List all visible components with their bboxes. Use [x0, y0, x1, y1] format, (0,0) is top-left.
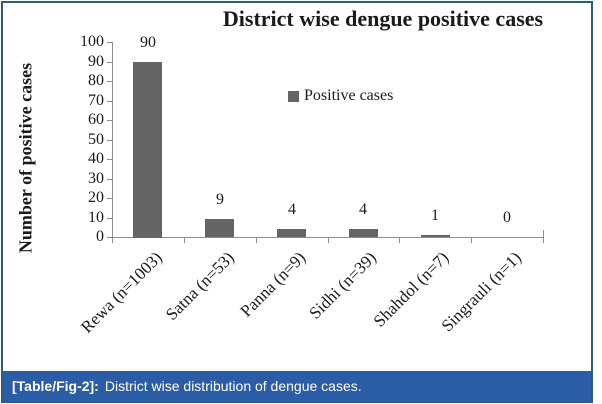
x-tick — [184, 238, 185, 243]
data-label: 4 — [288, 201, 296, 218]
y-tick — [107, 120, 112, 121]
y-tick — [107, 179, 112, 180]
bar — [349, 229, 378, 237]
x-axis-end-tick — [543, 230, 544, 237]
caption-bar: [Table/Fig-2]: District wise distribution… — [3, 371, 591, 401]
y-axis-line — [112, 42, 113, 238]
category-label: Rewa (n=1003) — [76, 248, 166, 337]
y-tick-label: 20 — [88, 189, 104, 206]
y-tick — [107, 218, 112, 219]
x-tick — [328, 238, 329, 243]
data-label: 0 — [503, 209, 511, 226]
y-tick — [107, 198, 112, 199]
x-tick — [399, 238, 400, 243]
data-label: 4 — [359, 201, 367, 218]
caption-label: [Table/Fig-2]: — [12, 378, 99, 394]
y-tick-label: 60 — [88, 111, 104, 128]
category-label: Satna (n=53) — [161, 248, 238, 324]
y-tick-label: 10 — [88, 209, 104, 226]
y-tick-label: 40 — [88, 150, 104, 167]
y-tick — [107, 140, 112, 141]
y-tick-label: 70 — [88, 92, 104, 109]
y-tick — [107, 62, 112, 63]
bar — [133, 62, 162, 238]
category-label: Sidhi (n=39) — [305, 248, 381, 323]
bar — [277, 229, 306, 237]
x-tick — [256, 238, 257, 243]
y-tick-label: 90 — [88, 53, 104, 70]
figure-frame: District wise dengue positive cases Numb… — [1, 1, 593, 403]
bar — [421, 235, 450, 237]
legend-swatch-icon — [288, 90, 299, 102]
y-tick-label: 50 — [88, 131, 104, 148]
legend: Positive cases — [288, 87, 393, 105]
data-label: 9 — [216, 191, 224, 208]
y-tick — [107, 81, 112, 82]
x-tick — [543, 238, 544, 243]
y-axis-title: Number of positive cases — [15, 62, 36, 254]
y-tick-label: 80 — [88, 72, 104, 89]
y-tick — [107, 101, 112, 102]
chart-title: District wise dengue positive cases — [222, 6, 544, 31]
y-tick — [107, 42, 112, 43]
chart-area: District wise dengue positive cases Numb… — [3, 3, 591, 371]
y-tick — [107, 159, 112, 160]
data-label: 1 — [431, 207, 439, 224]
category-label: Panna (n=9) — [236, 248, 310, 321]
bar — [205, 219, 234, 237]
data-label: 90 — [140, 34, 156, 51]
legend-label: Positive cases — [304, 87, 394, 104]
x-axis-line — [112, 237, 544, 238]
y-tick-label: 30 — [88, 170, 104, 187]
caption-text: District wise distribution of dengue cas… — [104, 378, 362, 394]
x-tick — [112, 238, 113, 243]
x-tick — [471, 238, 472, 243]
y-tick — [107, 237, 112, 238]
y-tick-label: 0 — [96, 228, 104, 245]
y-tick-label: 100 — [80, 33, 104, 50]
